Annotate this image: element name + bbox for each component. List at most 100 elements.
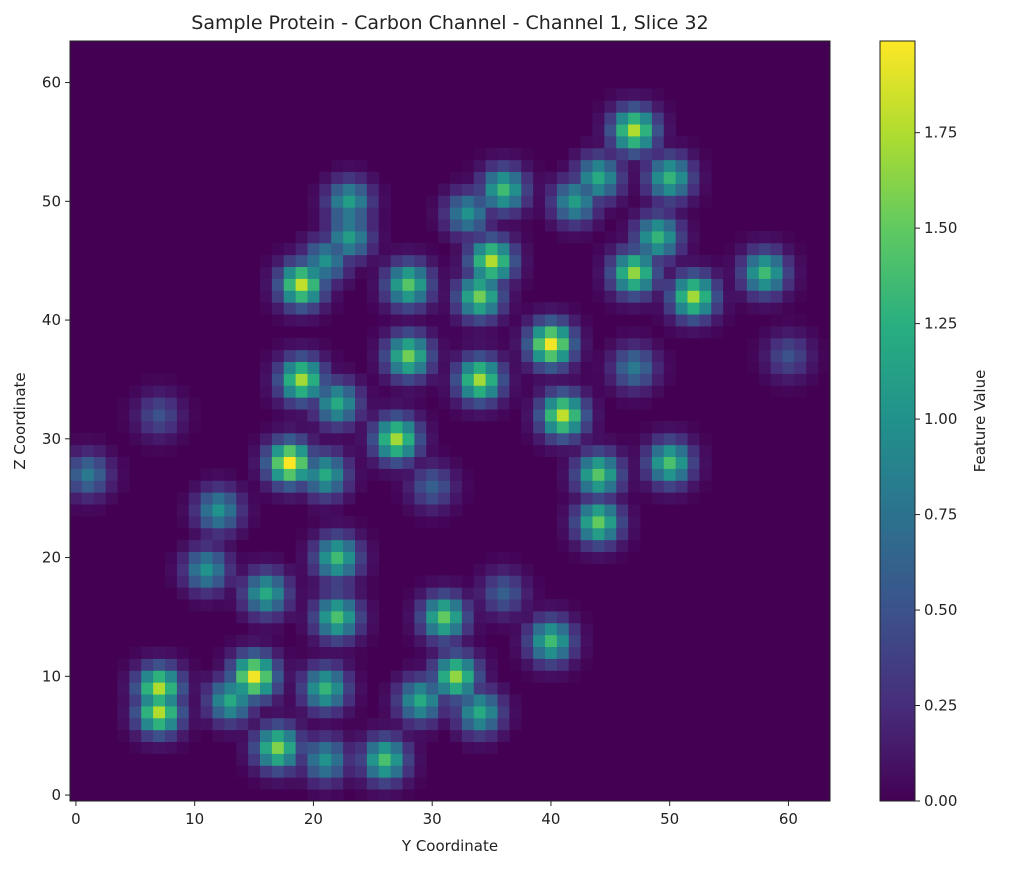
heatmap-cell (640, 231, 653, 244)
heatmap-cell (628, 539, 641, 553)
heatmap-cell (556, 432, 570, 446)
heatmap-cell (283, 741, 297, 754)
heatmap-cell (604, 183, 617, 196)
heatmap-cell (366, 302, 380, 315)
heatmap-cell (770, 290, 783, 303)
heatmap-cell (260, 646, 273, 659)
heatmap-cell (556, 302, 570, 315)
heatmap-cell (295, 337, 308, 351)
colorbar-gradient (879, 40, 916, 802)
heatmap-cell (343, 195, 356, 208)
heatmap-cell (450, 278, 463, 291)
heatmap-cell (663, 480, 677, 493)
heatmap-cell (770, 231, 783, 244)
heatmap-cell (711, 290, 724, 303)
heatmap-cell (450, 670, 463, 683)
heatmap-cell (592, 421, 605, 434)
heatmap-cell (414, 646, 427, 659)
heatmap-cell (283, 314, 297, 327)
heatmap-cell (450, 385, 463, 398)
heatmap-cell (794, 242, 807, 256)
heatmap-cell (651, 88, 665, 101)
heatmap-cell (129, 385, 142, 398)
heatmap-cell (628, 302, 641, 315)
heatmap-cell (651, 219, 665, 232)
heatmap-cell (307, 741, 320, 754)
heatmap-cell (176, 729, 190, 743)
heatmap-cell (176, 516, 190, 529)
heatmap-cell (260, 385, 273, 398)
heatmap-cell (355, 409, 368, 422)
heatmap-cell (200, 492, 213, 505)
heatmap-cell (343, 171, 356, 184)
heatmap-cell (295, 290, 308, 303)
heatmap-cell (366, 349, 380, 363)
heatmap-cell (426, 480, 439, 493)
heatmap-cell (331, 266, 344, 279)
heatmap-cell (307, 516, 320, 529)
heatmap-cell (640, 159, 653, 173)
heatmap-cell (426, 587, 439, 600)
heatmap-cell (782, 337, 795, 351)
heatmap-cell (390, 385, 403, 398)
heatmap-cell (378, 337, 392, 351)
heatmap-cell (770, 373, 783, 386)
heatmap-cell (331, 302, 344, 315)
heatmap-cell (497, 622, 510, 636)
heatmap-cell (295, 314, 308, 327)
heatmap-cell (105, 468, 118, 481)
heatmap-cell (271, 587, 285, 600)
heatmap-cell (283, 444, 297, 458)
heatmap-cell (141, 646, 154, 659)
heatmap-cell (450, 183, 463, 196)
heatmap-cell (640, 326, 653, 339)
heatmap-cell (200, 551, 213, 564)
heatmap-cell (651, 254, 665, 268)
heatmap-cell (438, 516, 451, 529)
heatmap-cell (165, 575, 178, 588)
heatmap-cell (283, 349, 297, 363)
heatmap-cell (485, 729, 498, 743)
heatmap-cell (390, 706, 403, 719)
heatmap-cell (794, 290, 807, 303)
y-tick-label: 60 (42, 74, 61, 92)
heatmap-cell (165, 646, 178, 659)
heatmap-cell (105, 492, 118, 505)
heatmap-cell (319, 646, 332, 659)
heatmap-cell (236, 587, 249, 600)
heatmap-cell (212, 729, 225, 743)
heatmap-cell (343, 468, 356, 481)
heatmap-cell (628, 504, 641, 517)
heatmap-cell (129, 432, 142, 446)
heatmap-cell (200, 516, 213, 529)
heatmap-cell (580, 492, 593, 505)
heatmap-cell (438, 326, 451, 339)
heatmap-cell (651, 136, 665, 149)
heatmap-cell (141, 409, 154, 422)
heatmap-cell (295, 409, 308, 422)
heatmap-cell (283, 421, 297, 434)
heatmap-cell (438, 361, 451, 374)
heatmap-cell (473, 290, 487, 303)
heatmap-cell (699, 456, 712, 469)
heatmap-cell (568, 171, 582, 184)
heatmap-cell (165, 385, 178, 398)
heatmap-cell (271, 385, 285, 398)
heatmap-cell (390, 480, 403, 493)
heatmap-cell (70, 480, 83, 493)
heatmap-cell (782, 349, 795, 363)
heatmap-cell (390, 349, 403, 363)
heatmap-cell (497, 611, 510, 624)
heatmap-cell (117, 670, 130, 683)
heatmap-cell (556, 361, 570, 374)
heatmap-cell (699, 314, 712, 327)
heatmap-cell (283, 563, 297, 576)
heatmap-cell (568, 599, 582, 612)
x-tick-label: 0 (71, 810, 81, 828)
heatmap-cell (355, 456, 368, 469)
y-axis-label: Z Coordinate (11, 372, 29, 469)
heatmap-cell (616, 231, 629, 244)
heatmap-cell (236, 563, 249, 576)
heatmap-cell (426, 302, 439, 315)
heatmap-cell (70, 444, 83, 458)
